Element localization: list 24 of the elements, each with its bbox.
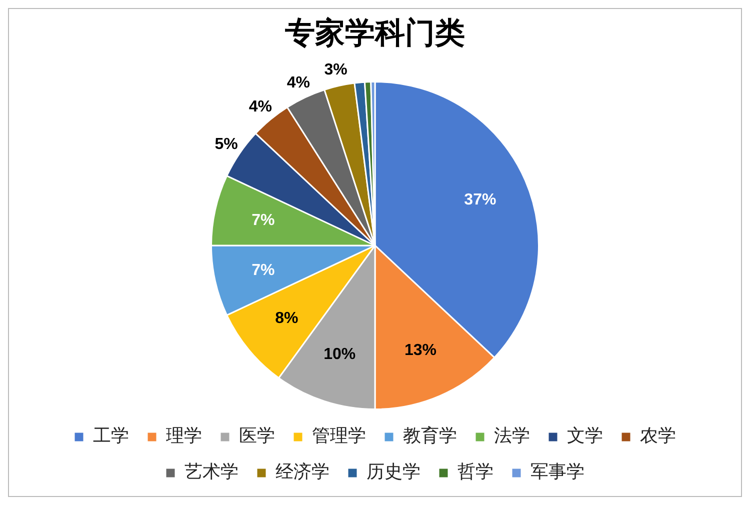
data-label: 3% <box>324 61 348 78</box>
data-label: 7% <box>252 212 275 229</box>
data-label: 13% <box>404 342 437 360</box>
data-label: 10% <box>324 346 356 363</box>
legend-label: 工学 <box>93 426 129 447</box>
data-label: 8% <box>275 310 298 327</box>
legend-label: 哲学 <box>458 462 494 483</box>
legend-label: 艺术学 <box>184 462 238 483</box>
legend-label: 军事学 <box>530 462 584 483</box>
legend-label: 管理学 <box>312 426 366 447</box>
chart-title: 专家学科门类 <box>284 16 465 51</box>
data-label: 37% <box>464 191 496 208</box>
data-label: 5% <box>214 136 238 153</box>
data-label: 4% <box>248 98 272 116</box>
data-label: 4% <box>286 74 310 92</box>
legend-label: 法学 <box>494 426 530 447</box>
legend-label: 文学 <box>567 426 603 447</box>
legend-label: 农学 <box>640 426 676 447</box>
legend-label: 理学 <box>166 426 202 447</box>
legend-label: 历史学 <box>366 462 420 483</box>
legend-label: 医学 <box>239 426 275 447</box>
legend-label: 教育学 <box>403 426 457 447</box>
data-label: 7% <box>252 262 275 279</box>
legend-label: 经济学 <box>276 462 330 483</box>
